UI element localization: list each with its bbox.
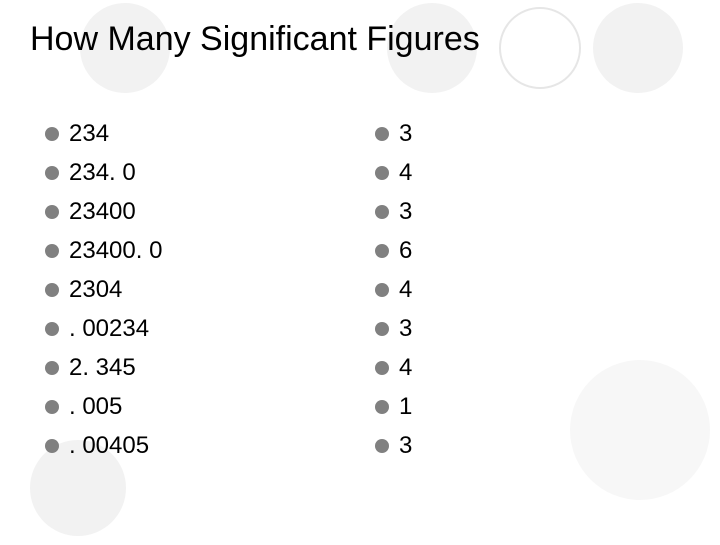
sigfig-text: 4 bbox=[399, 276, 412, 304]
bullet-icon bbox=[375, 400, 389, 414]
number-text: 234. 0 bbox=[69, 159, 136, 187]
bullet-icon bbox=[45, 322, 59, 336]
number-text: 2. 345 bbox=[69, 354, 136, 382]
sigfig-item: 4 bbox=[375, 276, 635, 304]
sigfig-text: 3 bbox=[399, 432, 412, 460]
bullet-icon bbox=[45, 127, 59, 141]
number-item: . 00405 bbox=[45, 432, 375, 460]
number-text: . 00234 bbox=[69, 315, 149, 343]
sigfig-item: 4 bbox=[375, 159, 635, 187]
number-item: 234 bbox=[45, 120, 375, 148]
sigfig-text: 3 bbox=[399, 315, 412, 343]
sigfig-item: 3 bbox=[375, 120, 635, 148]
number-text: . 005 bbox=[69, 393, 122, 421]
sigfig-text: 4 bbox=[399, 354, 412, 382]
sigfig-text: 3 bbox=[399, 120, 412, 148]
sigfig-item: 6 bbox=[375, 237, 635, 265]
sigfig-item: 3 bbox=[375, 315, 635, 343]
bullet-icon bbox=[375, 166, 389, 180]
bullet-icon bbox=[375, 283, 389, 297]
slide-title: How Many Significant Figures bbox=[30, 20, 480, 59]
number-text: 234 bbox=[69, 120, 109, 148]
bullet-icon bbox=[375, 244, 389, 258]
number-item: . 005 bbox=[45, 393, 375, 421]
number-item: 23400. 0 bbox=[45, 237, 375, 265]
bullet-icon bbox=[45, 166, 59, 180]
number-item: 23400 bbox=[45, 198, 375, 226]
sigfig-text: 6 bbox=[399, 237, 412, 265]
sigfig-text: 4 bbox=[399, 159, 412, 187]
number-text: . 00405 bbox=[69, 432, 149, 460]
sigfigs-column: 3 4 3 6 4 3 4 1 3 bbox=[375, 120, 635, 460]
bullet-icon bbox=[45, 361, 59, 375]
sigfig-text: 3 bbox=[399, 198, 412, 226]
number-item: 234. 0 bbox=[45, 159, 375, 187]
number-text: 23400. 0 bbox=[69, 237, 162, 265]
bullet-icon bbox=[45, 244, 59, 258]
bullet-icon bbox=[375, 127, 389, 141]
sigfig-item: 3 bbox=[375, 198, 635, 226]
bullet-icon bbox=[45, 400, 59, 414]
sigfig-item: 3 bbox=[375, 432, 635, 460]
bullet-icon bbox=[45, 283, 59, 297]
bullet-icon bbox=[45, 439, 59, 453]
sigfig-text: 1 bbox=[399, 393, 412, 421]
numbers-column: 234 234. 0 23400 23400. 0 2304 . 00234 2. 345.… bbox=[45, 120, 375, 460]
number-item: 2. 345 bbox=[45, 354, 375, 382]
bullet-icon bbox=[45, 205, 59, 219]
sigfig-item: 4 bbox=[375, 354, 635, 382]
number-item: 2304 bbox=[45, 276, 375, 304]
bullet-icon bbox=[375, 322, 389, 336]
number-text: 2304 bbox=[69, 276, 122, 304]
bullet-icon bbox=[375, 361, 389, 375]
bullet-icon bbox=[375, 439, 389, 453]
number-text: 23400 bbox=[69, 198, 136, 226]
bullet-icon bbox=[375, 205, 389, 219]
content-columns: 234 234. 0 23400 23400. 0 2304 . 00234 2. 345.… bbox=[45, 120, 675, 460]
sigfig-item: 1 bbox=[375, 393, 635, 421]
number-item: . 00234 bbox=[45, 315, 375, 343]
